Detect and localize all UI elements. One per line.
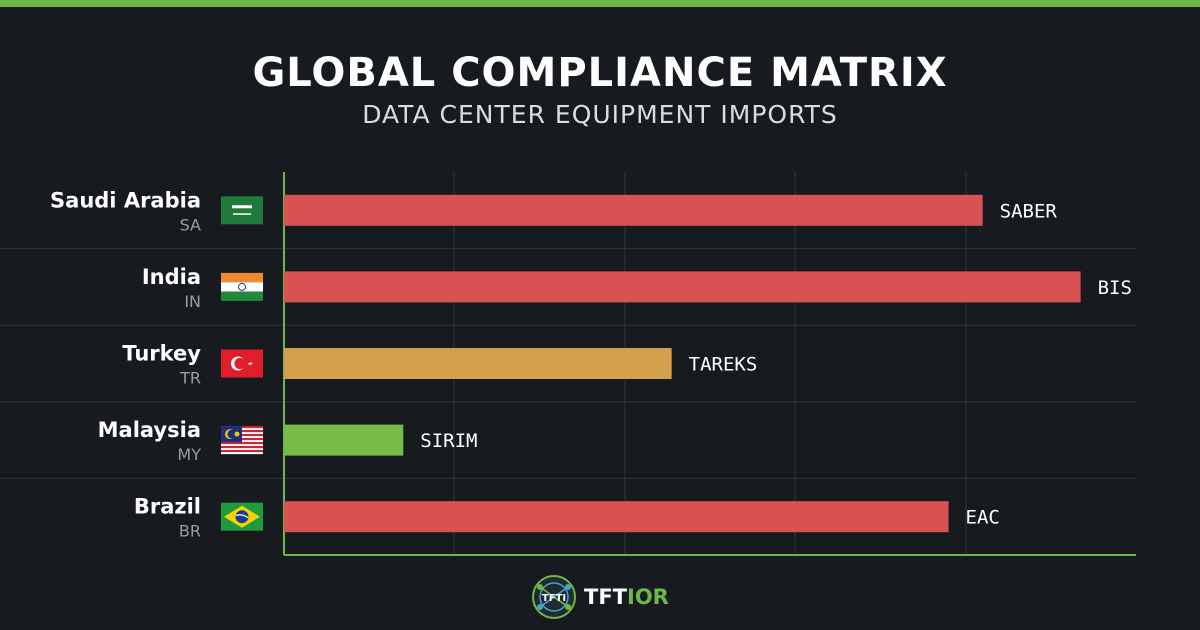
bar-data-label: EAC <box>966 507 1000 529</box>
country-code-label: MY <box>177 445 201 464</box>
india-flag-icon <box>221 272 263 301</box>
brand-logo-text: TFTI <box>542 593 566 604</box>
bar-data-label: SIRIM <box>420 430 477 452</box>
page-subtitle: DATA CENTER EQUIPMENT IMPORTS <box>362 100 838 129</box>
brand-network-icon: TFTI <box>532 575 576 619</box>
country-label: Turkey <box>122 342 201 366</box>
bar-data-label: TAREKS <box>689 354 758 376</box>
country-code-label: BR <box>179 522 201 541</box>
saudi-arabia-flag-icon <box>221 196 263 225</box>
country-label: Malaysia <box>98 418 201 442</box>
country-label: Brazil <box>134 495 201 519</box>
bar <box>284 194 983 226</box>
malaysia-flag-icon <box>221 426 263 455</box>
brazil-flag-icon <box>221 502 263 531</box>
country-label: Saudi Arabia <box>50 188 201 212</box>
bar <box>284 271 1081 303</box>
page-title: GLOBAL COMPLIANCE MATRIX <box>252 50 948 96</box>
brand-logo: TFTI TFTIOR <box>530 572 669 622</box>
bar <box>284 501 949 533</box>
country-code-label: IN <box>184 292 201 311</box>
top-accent-rule <box>0 0 1200 7</box>
bar <box>284 424 404 456</box>
country-label: India <box>142 265 201 289</box>
bar-data-label: BIS <box>1098 277 1132 299</box>
country-code-label: SA <box>180 215 201 234</box>
country-code-label: TR <box>179 369 201 388</box>
turkey-flag-icon <box>221 349 263 378</box>
brand-name: TFTIOR <box>584 585 669 609</box>
bar-data-label: SABER <box>1000 200 1058 222</box>
bar <box>284 348 672 379</box>
